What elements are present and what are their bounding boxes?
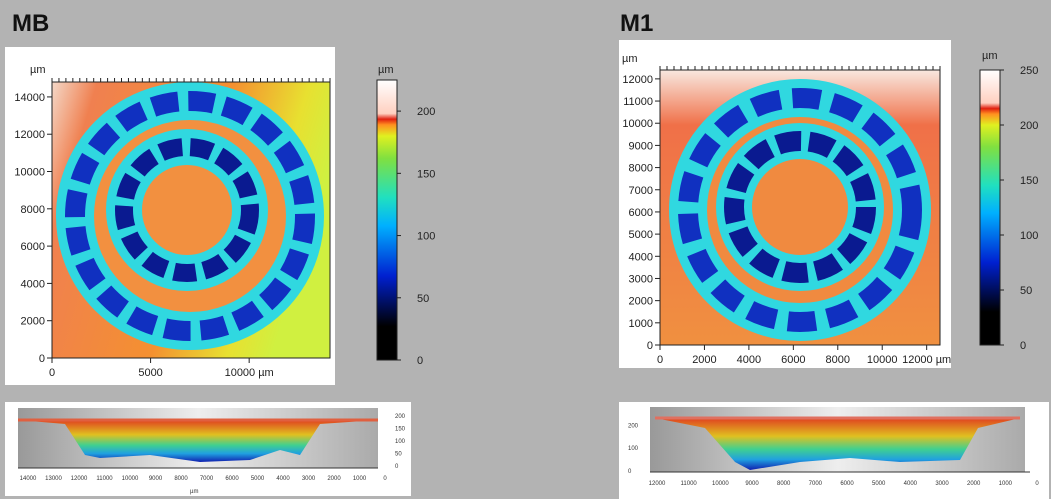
mb-3d-x-tick-label: 13000 [45,476,62,482]
mb-y-tick-label: 0 [39,353,45,365]
mb-3d-x-tick-label: 10000 [122,476,139,482]
mb-y-unit: µm [30,64,46,76]
m1-heatmap [660,70,940,345]
m1-colorbar-tick-label: 0 [1020,340,1026,352]
m1-y-tick-label: 11000 [623,96,653,108]
mb-y-tick-label: 14000 [14,92,45,104]
mb-3d-x-tick-label: 11000 [96,476,113,482]
m1-3d-x-tick-label: 9000 [745,481,759,487]
m1-colorbar-tick-label: 100 [1020,230,1038,242]
mb-3d-x-tick-label: 3000 [302,476,316,482]
mb-3d-x-tick-label: 6000 [225,476,239,482]
mb-3d-x-tick-label: 2000 [327,476,341,482]
mb-x-tick-label: 0 [49,367,55,379]
m1-y-tick-label: 7000 [629,185,653,197]
m1-3d-x-tick-label: 1000 [999,481,1013,487]
m1-colorbar-tick-label: 150 [1020,175,1038,187]
m1-y-tick-label: 3000 [629,273,653,285]
mb-3d-x-tick-label: 5000 [251,476,265,482]
mb-3d-x-tick-label: 7000 [200,476,214,482]
m1-y-tick-label: 6000 [629,207,653,219]
m1-y-tick-label: 0 [647,340,653,352]
mb-3d-z-tick-label: 100 [395,439,406,445]
m1-3d-x-tick-label: 7000 [809,481,823,487]
mb-3d-profile: µm [18,408,378,495]
m1-x-tick-label: 10000 [867,354,898,366]
mb-disk [63,89,317,343]
mb-3d-x-tick-label: 8000 [174,476,188,482]
m1-3d-x-tick-label: 5000 [872,481,886,487]
m1-x-tick-label: 4000 [737,354,761,366]
mb-3d-x-tick-label: 9000 [149,476,163,482]
mb-colorbar-tick-label: 150 [417,168,435,180]
m1-colorbar-tick-label: 50 [1020,285,1032,297]
mb-y-tick-label: 8000 [21,204,45,216]
m1-y-tick-label: 12000 [622,74,653,86]
m1-3d-profile [650,407,1030,473]
m1-3d-x-tick-label: 0 [1035,481,1039,487]
mb-3d-x-tick-label: 0 [383,476,387,482]
mb-3d-x-tick-label: 4000 [276,476,290,482]
mb-colorbar-unit: µm [378,64,394,76]
m1-colorbar-tick-label: 250 [1020,65,1038,77]
mb-y-tick-label: 2000 [21,316,45,328]
m1-3d-x-tick-label: 6000 [840,481,854,487]
m1-y-tick-label: 2000 [629,296,653,308]
m1-3d-x-tick-label: 8000 [777,481,791,487]
mb-3d-z-tick-label: 50 [395,452,402,458]
m1-y-tick-label: 4000 [629,251,653,263]
m1-inner-ring-core [724,131,876,283]
m1-x-tick-label: 0 [657,354,663,366]
mb-3d-x-tick-label: 12000 [71,476,88,482]
m1-colorbar [979,69,1001,346]
m1-x-tick-label: 8000 [826,354,850,366]
m1-3d-x-tick-label: 12000 [649,481,666,487]
m1-3d-z-tick-label: 0 [628,469,632,475]
mb-y-tick-label: 4000 [21,278,45,290]
mb-outer-ring-core [65,91,315,341]
mb-colorbar-tick-label: 100 [417,231,435,243]
mb-3d-x-tick-label: 1000 [353,476,367,482]
mb-colorbar-tick-label: 0 [417,355,423,367]
mb-x-tick-label: 5000 [138,367,162,379]
mb-colorbar-tick-label: 50 [417,293,429,305]
mb-3d-z-tick-label: 200 [395,414,406,420]
mb-y-tick-label: 12000 [14,129,45,141]
m1-3d-x-tick-label: 2000 [967,481,981,487]
m1-3d-x-tick-label: 3000 [935,481,949,487]
mb-inner-ring-core [115,138,259,282]
m1-x-tick-label: 6000 [781,354,805,366]
m1-x-tick-label: 12000 µm [902,354,951,366]
m1-outer-ring-core [678,88,922,332]
m1-3d-x-tick-label: 11000 [681,481,698,487]
mb-x-tick-label: 10000 µm [225,367,274,379]
m1-y-tick-label: 5000 [629,229,653,241]
m1-3d-z-tick-label: 200 [628,423,639,429]
m1-y-tick-label: 10000 [622,118,653,130]
title-m1: M1 [620,10,654,37]
m1-y-tick-label: 1000 [629,318,653,330]
m1-colorbar-unit: µm [982,50,998,62]
mb-3d-x-tick-label: 14000 [20,476,37,482]
mb-3d-z-tick-label: 0 [395,464,399,470]
m1-x-tick-label: 2000 [692,354,716,366]
m1-y-unit: µm [622,53,638,65]
m1-y-tick-label: 9000 [629,140,653,152]
m1-3d-z-tick-label: 100 [628,446,639,452]
mb-y-tick-label: 10000 [14,167,45,179]
m1-colorbar-tick-label: 200 [1020,120,1038,132]
mb-colorbar [376,79,398,361]
mb-3d-x-label: µm [190,489,198,495]
mb-heatmap [52,82,330,358]
title-mb: MB [12,10,50,37]
m1-3d-x-tick-label: 10000 [712,481,729,487]
mb-y-tick-label: 6000 [21,241,45,253]
mb-colorbar-tick-label: 200 [417,106,435,118]
mb-3d-z-tick-label: 150 [395,427,406,433]
m1-y-tick-label: 8000 [629,163,653,175]
m1-3d-x-tick-label: 4000 [904,481,918,487]
m1-disk [672,82,928,338]
